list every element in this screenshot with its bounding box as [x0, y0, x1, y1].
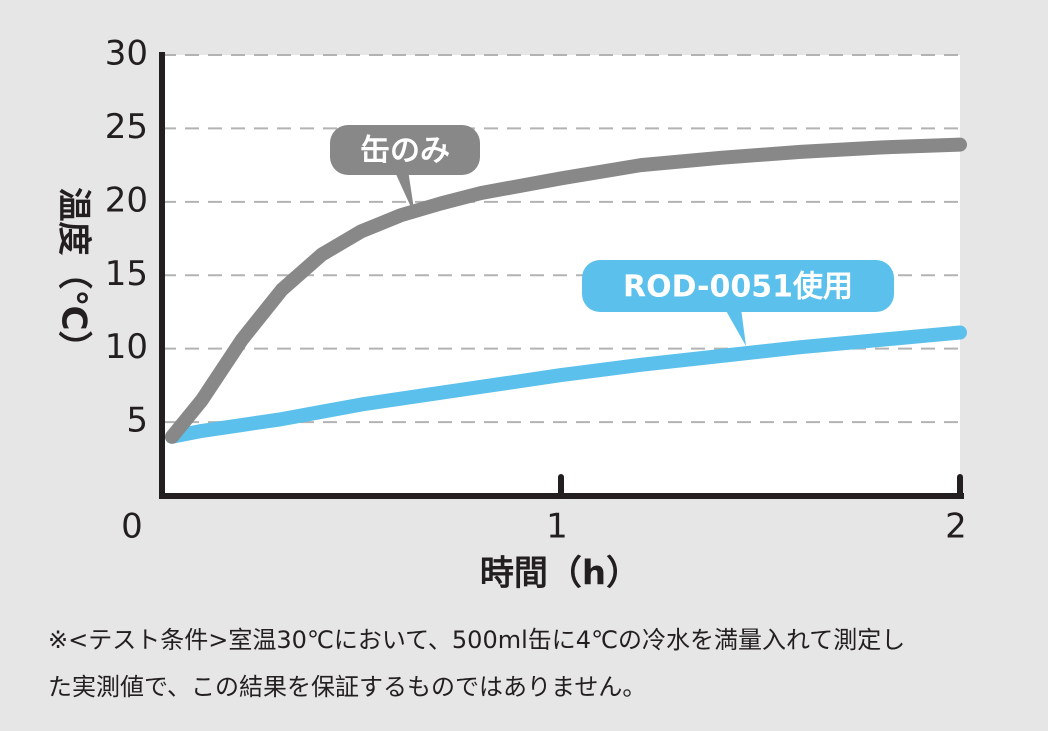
series-line — [164, 325, 967, 444]
x-axis-title: 時間（h） — [480, 554, 640, 594]
note-line: た実測値で、この結果を保証するものではありません。 — [48, 673, 646, 701]
x-tick-label: 1 — [546, 507, 568, 547]
series-line — [164, 137, 967, 444]
lines — [164, 137, 967, 444]
callouts: 缶のみ ROD-0051使用 — [330, 125, 894, 346]
legend-label: 缶のみ — [360, 134, 450, 169]
ticks: 5 10 15 20 25 30 0 1 2 — [105, 34, 967, 547]
y-tick-label: 10 — [105, 327, 148, 367]
note-line: ※<テスト条件>室温30℃において、500ml缶に4℃の冷水を満量入れて測定し — [48, 626, 905, 654]
grid — [162, 54, 960, 424]
x-tick-label: 0 — [121, 507, 143, 547]
callout-tail — [385, 150, 415, 216]
x-tick-label: 2 — [945, 507, 967, 547]
y-tick-label: 25 — [105, 107, 148, 147]
y-tick-label: 15 — [105, 254, 148, 294]
legend-label: ROD-0051使用 — [623, 270, 853, 305]
callout: ROD-0051使用 — [582, 260, 894, 346]
y-tick-label: 5 — [126, 401, 148, 441]
y-tick-label: 20 — [105, 180, 148, 220]
y-tick-label: 30 — [105, 34, 148, 74]
callout-tail — [712, 286, 746, 346]
y-axis-title: 温度（℃） — [54, 187, 94, 364]
callout: 缶のみ — [330, 125, 480, 216]
